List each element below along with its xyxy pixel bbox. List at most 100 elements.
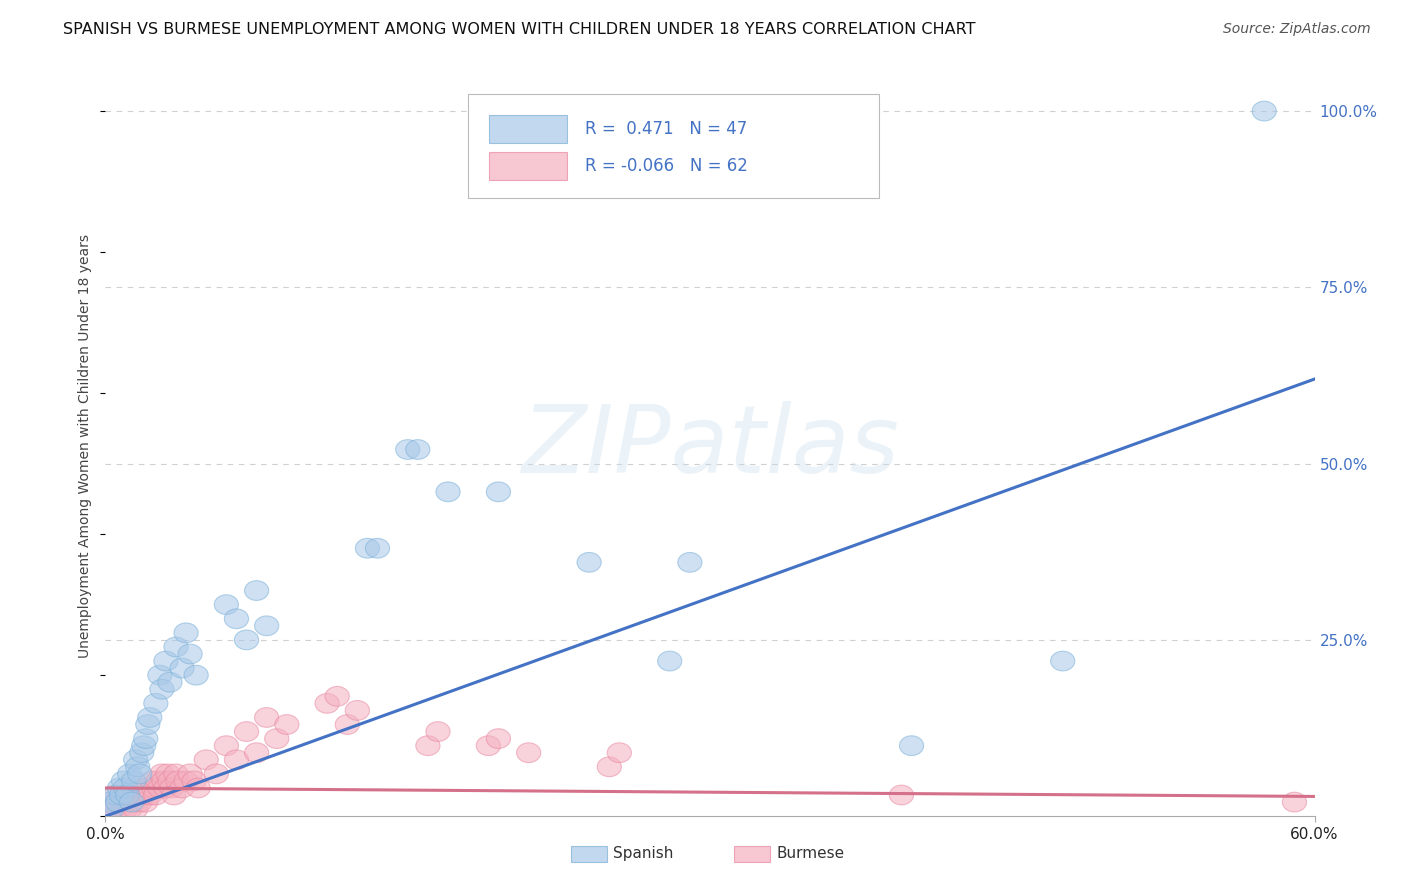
- Ellipse shape: [235, 722, 259, 741]
- Ellipse shape: [134, 729, 157, 748]
- Text: Spanish: Spanish: [613, 847, 673, 862]
- Ellipse shape: [426, 722, 450, 741]
- Ellipse shape: [157, 673, 181, 692]
- Text: R = -0.066   N = 62: R = -0.066 N = 62: [585, 157, 748, 175]
- Ellipse shape: [194, 750, 218, 770]
- Ellipse shape: [486, 729, 510, 748]
- Ellipse shape: [104, 785, 128, 805]
- Text: Burmese: Burmese: [776, 847, 845, 862]
- Text: R =  0.471   N = 47: R = 0.471 N = 47: [585, 120, 748, 138]
- Ellipse shape: [100, 799, 124, 819]
- Ellipse shape: [486, 482, 510, 501]
- Ellipse shape: [160, 778, 184, 797]
- Ellipse shape: [225, 750, 249, 770]
- Ellipse shape: [325, 687, 349, 706]
- Ellipse shape: [245, 581, 269, 600]
- Ellipse shape: [120, 785, 143, 805]
- Ellipse shape: [132, 785, 156, 805]
- Ellipse shape: [254, 616, 278, 636]
- Ellipse shape: [143, 785, 167, 805]
- Ellipse shape: [150, 680, 174, 699]
- Ellipse shape: [135, 778, 160, 797]
- Ellipse shape: [97, 792, 121, 812]
- Ellipse shape: [204, 764, 228, 784]
- Ellipse shape: [146, 771, 170, 791]
- Bar: [571, 846, 607, 862]
- Ellipse shape: [181, 771, 207, 791]
- Ellipse shape: [128, 792, 152, 812]
- Ellipse shape: [1050, 651, 1074, 671]
- Ellipse shape: [170, 658, 194, 678]
- Ellipse shape: [104, 785, 128, 805]
- FancyBboxPatch shape: [489, 152, 568, 180]
- Text: SPANISH VS BURMESE UNEMPLOYMENT AMONG WOMEN WITH CHILDREN UNDER 18 YEARS CORRELA: SPANISH VS BURMESE UNEMPLOYMENT AMONG WO…: [63, 22, 976, 37]
- Ellipse shape: [162, 785, 186, 805]
- Ellipse shape: [165, 764, 188, 784]
- FancyBboxPatch shape: [489, 115, 568, 144]
- Ellipse shape: [101, 799, 125, 819]
- Ellipse shape: [366, 539, 389, 558]
- Ellipse shape: [125, 785, 150, 805]
- Ellipse shape: [395, 440, 420, 459]
- Ellipse shape: [406, 440, 430, 459]
- Ellipse shape: [118, 764, 142, 784]
- Ellipse shape: [118, 799, 142, 819]
- Ellipse shape: [97, 799, 121, 819]
- Ellipse shape: [174, 771, 198, 791]
- Ellipse shape: [148, 778, 172, 797]
- Ellipse shape: [138, 707, 162, 727]
- Ellipse shape: [129, 778, 153, 797]
- Ellipse shape: [110, 785, 134, 805]
- Ellipse shape: [128, 764, 152, 784]
- Ellipse shape: [105, 792, 129, 812]
- Ellipse shape: [179, 644, 202, 664]
- Ellipse shape: [121, 792, 146, 812]
- Ellipse shape: [235, 630, 259, 649]
- Ellipse shape: [170, 778, 194, 797]
- Ellipse shape: [166, 771, 190, 791]
- Bar: [734, 846, 770, 862]
- Ellipse shape: [115, 785, 139, 805]
- Ellipse shape: [132, 736, 156, 756]
- Ellipse shape: [125, 757, 150, 777]
- Ellipse shape: [143, 693, 167, 714]
- Ellipse shape: [152, 771, 176, 791]
- Ellipse shape: [346, 700, 370, 720]
- Ellipse shape: [607, 743, 631, 763]
- Ellipse shape: [900, 736, 924, 756]
- Ellipse shape: [174, 623, 198, 643]
- Ellipse shape: [678, 552, 702, 572]
- Ellipse shape: [225, 609, 249, 629]
- Ellipse shape: [214, 595, 239, 615]
- Ellipse shape: [315, 693, 339, 714]
- FancyBboxPatch shape: [468, 95, 879, 198]
- Ellipse shape: [114, 799, 138, 819]
- Ellipse shape: [105, 792, 129, 812]
- Ellipse shape: [477, 736, 501, 756]
- Ellipse shape: [100, 792, 124, 812]
- Ellipse shape: [150, 764, 174, 784]
- Y-axis label: Unemployment Among Women with Children Under 18 years: Unemployment Among Women with Children U…: [79, 234, 93, 658]
- Ellipse shape: [120, 792, 143, 812]
- Ellipse shape: [134, 792, 157, 812]
- Ellipse shape: [1253, 101, 1277, 121]
- Ellipse shape: [124, 750, 148, 770]
- Ellipse shape: [124, 799, 148, 819]
- Ellipse shape: [254, 707, 278, 727]
- Ellipse shape: [139, 771, 165, 791]
- Ellipse shape: [179, 764, 202, 784]
- Ellipse shape: [598, 757, 621, 777]
- Text: Source: ZipAtlas.com: Source: ZipAtlas.com: [1223, 22, 1371, 37]
- Ellipse shape: [114, 778, 138, 797]
- Ellipse shape: [214, 736, 239, 756]
- Ellipse shape: [148, 665, 172, 685]
- Text: ZIPatlas: ZIPatlas: [522, 401, 898, 491]
- Ellipse shape: [335, 714, 360, 734]
- Ellipse shape: [890, 785, 914, 805]
- Ellipse shape: [658, 651, 682, 671]
- Ellipse shape: [186, 778, 211, 797]
- Ellipse shape: [138, 785, 162, 805]
- Ellipse shape: [416, 736, 440, 756]
- Ellipse shape: [142, 778, 166, 797]
- Ellipse shape: [157, 771, 181, 791]
